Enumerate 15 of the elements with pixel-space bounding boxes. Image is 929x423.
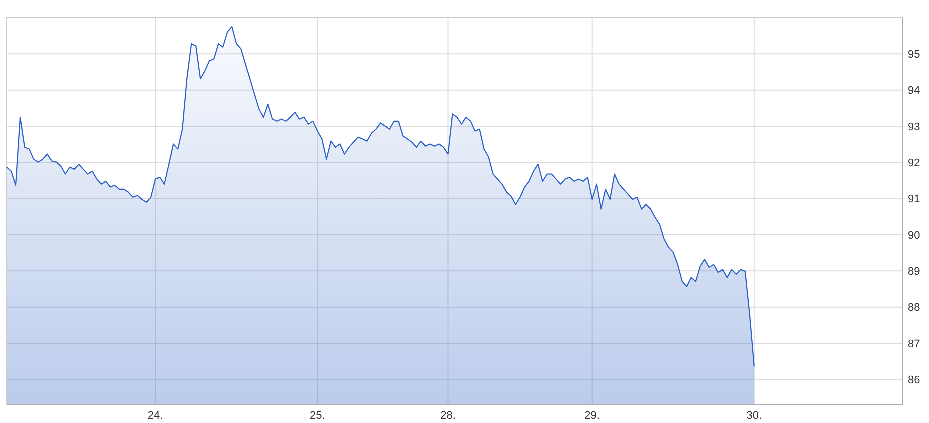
- x-tick-label: 30.: [746, 410, 762, 422]
- y-tick-label: 88: [908, 302, 920, 314]
- y-tick-label: 95: [908, 49, 920, 62]
- y-tick-label: 90: [908, 230, 920, 242]
- x-tick-label: 29.: [584, 410, 600, 422]
- y-tick-label: 86: [908, 374, 920, 387]
- x-tick-label: 25.: [310, 410, 326, 422]
- y-tick-label: 93: [908, 121, 920, 134]
- y-tick-label: 89: [908, 266, 920, 278]
- y-tick-label: 91: [908, 194, 920, 206]
- y-tick-label: 94: [908, 85, 920, 98]
- y-tick-label: 87: [908, 338, 920, 350]
- x-tick-label: 28.: [440, 410, 456, 422]
- x-tick-label: 24.: [148, 410, 164, 422]
- y-tick-label: 92: [908, 158, 920, 170]
